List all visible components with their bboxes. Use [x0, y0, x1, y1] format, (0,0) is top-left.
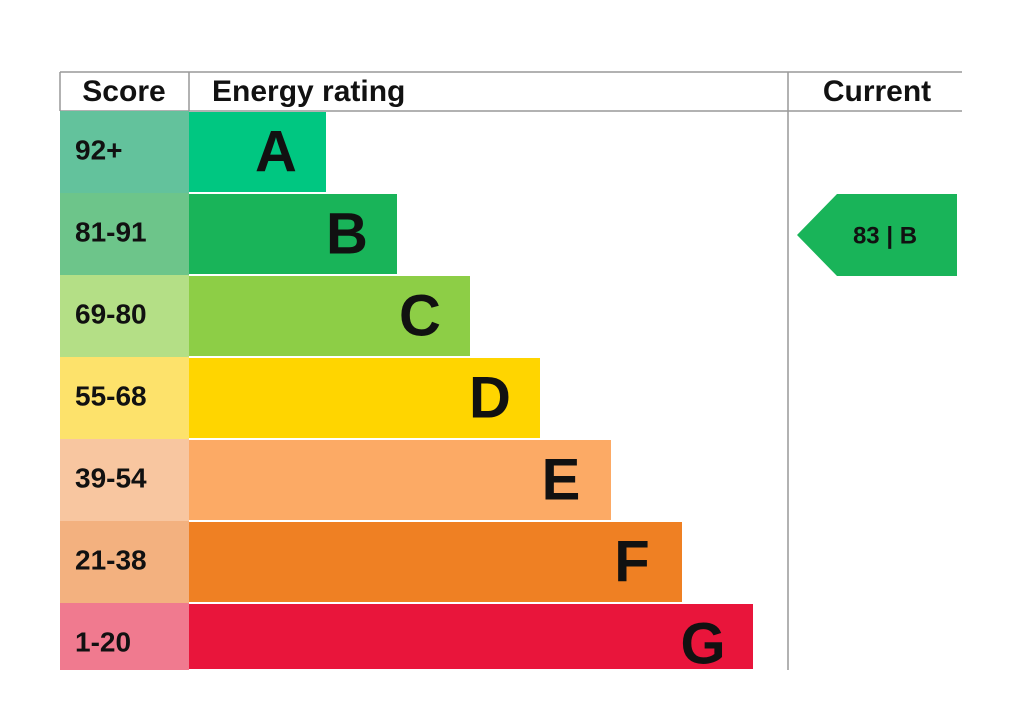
- score-label: 92+: [75, 134, 123, 165]
- score-cell: [60, 603, 189, 670]
- score-label: 55-68: [75, 380, 147, 411]
- rating-bar: [189, 276, 470, 356]
- score-cell: [60, 521, 189, 603]
- score-label: 81-91: [75, 216, 147, 247]
- band-letter: F: [614, 529, 649, 594]
- band-letter: D: [469, 365, 511, 430]
- current-arrow: [797, 194, 957, 276]
- band-letter: G: [680, 611, 725, 676]
- current-header: Current: [823, 75, 931, 108]
- band-letter: B: [326, 201, 368, 266]
- rating-bar: [189, 194, 397, 274]
- score-cell: [60, 275, 189, 357]
- rating-bar: [189, 112, 326, 192]
- rating-header: Energy rating: [212, 75, 405, 108]
- band-letter: E: [542, 447, 581, 512]
- score-cell: [60, 111, 189, 193]
- score-cell: [60, 439, 189, 521]
- rating-bar: [189, 604, 753, 669]
- score-cell: [60, 357, 189, 439]
- score-label: 21-38: [75, 544, 147, 575]
- rating-bar: [189, 358, 540, 438]
- score-label: 1-20: [75, 626, 131, 657]
- score-label: 39-54: [75, 462, 147, 493]
- rating-bar: [189, 440, 611, 520]
- current-label: 83 | B: [853, 222, 917, 249]
- score-cell: [60, 193, 189, 275]
- rating-bar: [189, 522, 682, 602]
- band-letter: A: [255, 119, 297, 184]
- score-header: Score: [82, 75, 165, 108]
- band-letter: C: [399, 283, 441, 348]
- score-label: 69-80: [75, 298, 147, 329]
